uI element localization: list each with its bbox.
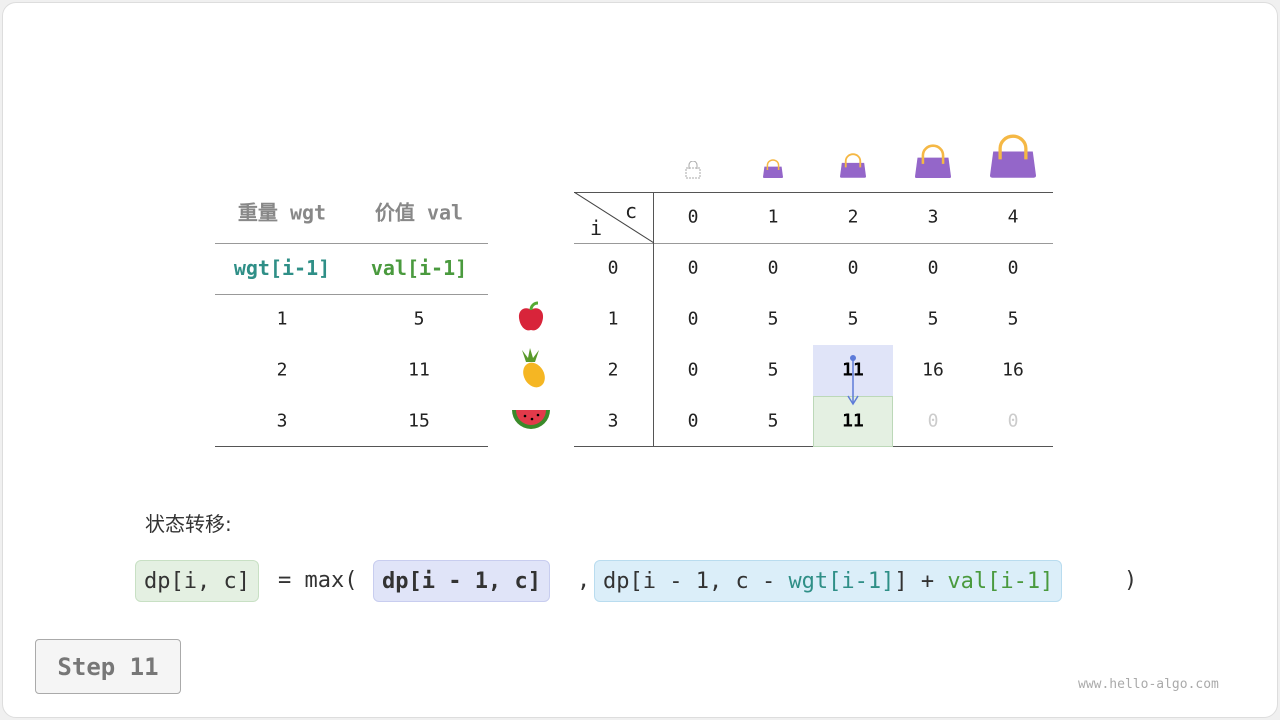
step-indicator: Step 11 (35, 639, 181, 694)
divider (574, 192, 1053, 193)
term2-text: ] + (894, 568, 948, 594)
col-header: 2 (847, 206, 859, 228)
bag-icon (763, 159, 783, 178)
dp-cell: 5 (1007, 308, 1019, 330)
dp-cell: 0 (687, 308, 699, 330)
watermelon-icon (512, 410, 550, 429)
term2-val: val[i-1] (947, 568, 1054, 594)
dp-cell: 0 (1007, 257, 1019, 279)
item-wgt: 1 (276, 308, 288, 330)
item-val: 5 (413, 308, 425, 330)
item-val: 11 (408, 359, 430, 381)
col-header: 4 (1007, 206, 1019, 228)
dp-cell: 0 (687, 359, 699, 381)
col-header: 1 (767, 206, 779, 228)
dp-cell: 5 (767, 410, 779, 432)
formula-max: = max( (278, 568, 358, 593)
col-header: 0 (687, 206, 699, 228)
formula-comma: , (577, 568, 591, 593)
formula-label: 状态转移: (145, 512, 232, 536)
row-header: 1 (607, 308, 619, 330)
arrow-icon (847, 355, 859, 406)
divider (215, 446, 488, 447)
formula-lhs: dp[i, c] (135, 560, 259, 602)
item-wgt: 3 (276, 410, 288, 432)
dp-cell: 0 (927, 257, 939, 279)
item-val: 15 (408, 410, 430, 432)
dp-cell: 0 (687, 257, 699, 279)
divider (215, 243, 488, 244)
dp-cell: 16 (1002, 359, 1024, 381)
divider (215, 294, 488, 295)
dp-cell: 5 (767, 359, 779, 381)
col-header: 3 (927, 206, 939, 228)
divider (653, 192, 654, 446)
dp-cell: 0 (767, 257, 779, 279)
row-header: 3 (607, 410, 619, 432)
subheader-wgt: wgt[i-1] (233, 256, 331, 280)
dp-cell: 0 (1007, 410, 1019, 432)
row-header: 2 (607, 359, 619, 381)
bag-icon (915, 144, 951, 178)
dp-cell: 11 (842, 410, 864, 432)
header-val: 价值 val (374, 200, 464, 225)
dp-cell: 16 (922, 359, 944, 381)
dp-cell: 5 (767, 308, 779, 330)
bag-icon (840, 153, 866, 178)
dp-cell: 0 (687, 410, 699, 432)
formula-close: ) (1124, 568, 1138, 593)
bag-icon (990, 134, 1036, 178)
corner-row-label: i (589, 216, 603, 240)
header-wgt: 重量 wgt (237, 200, 327, 225)
dp-cell: 0 (847, 257, 859, 279)
corner-col-label: c (624, 199, 638, 223)
bag-icon (685, 161, 701, 179)
item-wgt: 2 (276, 359, 288, 381)
corner-diagonal (574, 192, 654, 244)
dp-cell: 5 (927, 308, 939, 330)
dp-cell: 5 (847, 308, 859, 330)
subheader-val: val[i-1] (370, 256, 468, 280)
term2-wgt: wgt[i-1] (788, 568, 895, 594)
formula-term2: dp[i - 1, c - wgt[i-1]] + val[i-1] (594, 560, 1063, 602)
apple-icon (518, 301, 544, 331)
divider (574, 243, 1053, 244)
row-header: 0 (607, 257, 619, 279)
dp-cell: 0 (927, 410, 939, 432)
formula-term1: dp[i - 1, c] (373, 560, 550, 602)
watermark: www.hello-algo.com (1078, 677, 1219, 692)
pineapple-icon (522, 348, 545, 388)
term2-text: dp[i - 1, c - (603, 568, 789, 594)
